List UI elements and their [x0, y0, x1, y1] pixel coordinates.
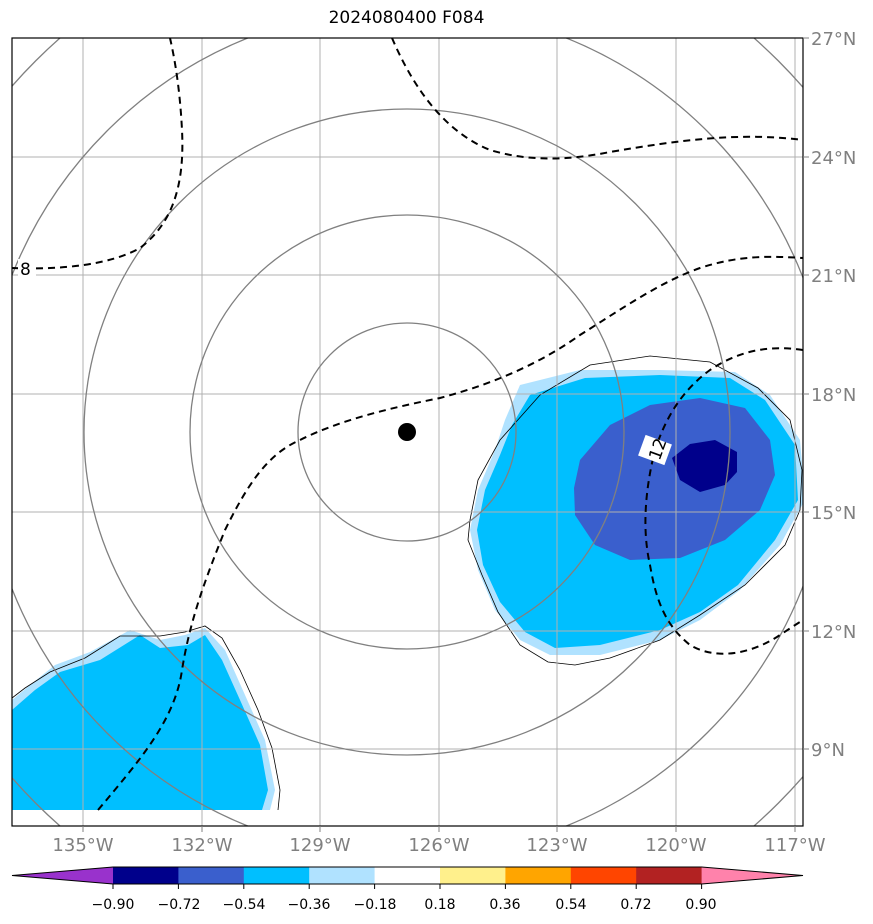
- lat-label-9n: 9°N: [811, 740, 845, 761]
- lon-label-132w: 132°W: [171, 835, 232, 856]
- lat-axis: [803, 37, 809, 750]
- colorbar-tick: −0.18: [354, 897, 397, 913]
- colorbar-bin: [243, 867, 310, 884]
- colorbar-tick: 0.18: [424, 897, 455, 913]
- colorbar: [11, 866, 804, 889]
- grid-lines: [12, 38, 803, 826]
- storm-center-marker: [398, 423, 416, 441]
- lon-label-135w: 135°W: [52, 835, 113, 856]
- lat-label-24n: 24°N: [811, 148, 856, 169]
- contour-labels: 8 12: [18, 259, 672, 466]
- colorbar-tick: 0.36: [489, 897, 520, 913]
- colorbar-bin: [636, 867, 703, 884]
- lon-axis: [82, 826, 796, 832]
- colorbar-extend-low: [12, 867, 113, 884]
- colorbar-tick: 0.54: [555, 897, 586, 913]
- lon-label-117w: 117°W: [764, 835, 825, 856]
- colorbar-tick: −0.54: [223, 897, 266, 913]
- colorbar-bin: [374, 867, 441, 884]
- colorbar-bin: [178, 867, 245, 884]
- colorbar-extend-high: [701, 867, 803, 884]
- map-title: 2024080400 F084: [328, 8, 485, 28]
- colorbar-tick: 0.72: [620, 897, 651, 913]
- shading-west-region: [12, 625, 281, 811]
- lat-label-15n: 15°N: [811, 503, 856, 524]
- lon-label-129w: 129°W: [289, 835, 350, 856]
- colorbar-tick: −0.90: [92, 897, 135, 913]
- colorbar-bin: [440, 867, 506, 884]
- dashed-contours: [12, 38, 803, 811]
- colorbar-tick-labels: −0.90 −0.72 −0.54 −0.36 −0.18 0.18 0.36 …: [92, 897, 717, 913]
- colorbar-bin: [113, 867, 179, 884]
- lat-label-27n: 27°N: [811, 29, 856, 50]
- colorbar-tick: 0.90: [685, 897, 716, 913]
- colorbar-bin: [570, 867, 637, 884]
- lon-label-126w: 126°W: [408, 835, 469, 856]
- map-frame: [11, 37, 804, 827]
- colorbar-tick: −0.72: [158, 897, 201, 913]
- lat-label-18n: 18°N: [811, 385, 856, 406]
- lon-label-120w: 120°W: [645, 835, 706, 856]
- colorbar-bin: [309, 867, 376, 884]
- contour-label-8: 8: [20, 260, 31, 280]
- lat-label-12n: 12°N: [811, 622, 856, 643]
- lat-label-21n: 21°N: [811, 266, 856, 287]
- lon-label-123w: 123°W: [526, 835, 587, 856]
- colorbar-tick: −0.36: [288, 897, 331, 913]
- colorbar-bin: [505, 867, 572, 884]
